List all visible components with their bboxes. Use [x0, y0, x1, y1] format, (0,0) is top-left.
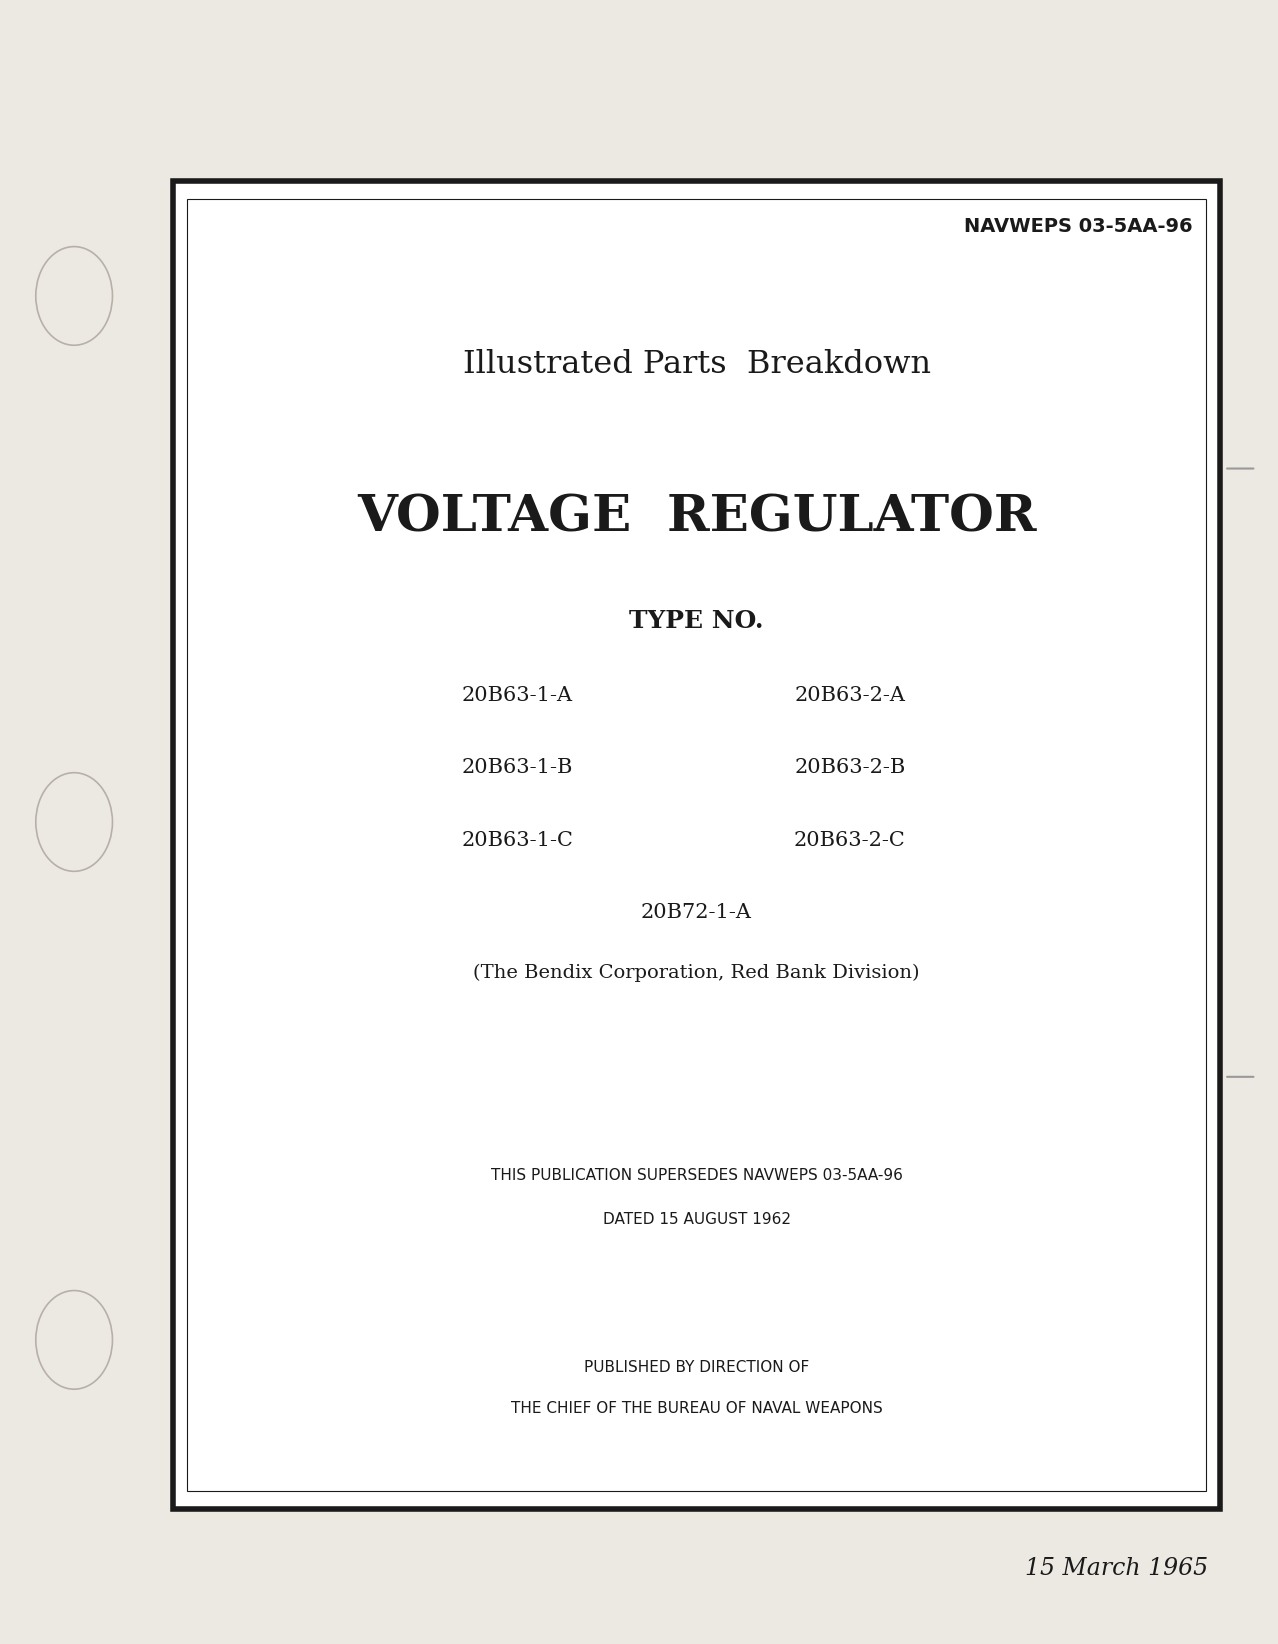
Circle shape [36, 247, 112, 345]
Text: NAVWEPS 03-5AA-96: NAVWEPS 03-5AA-96 [964, 217, 1192, 237]
Text: TYPE NO.: TYPE NO. [629, 610, 764, 633]
Text: THE CHIEF OF THE BUREAU OF NAVAL WEAPONS: THE CHIEF OF THE BUREAU OF NAVAL WEAPONS [511, 1401, 882, 1417]
Text: PUBLISHED BY DIRECTION OF: PUBLISHED BY DIRECTION OF [584, 1360, 809, 1376]
Text: 20B63-2-C: 20B63-2-C [794, 830, 906, 850]
Text: 20B72-1-A: 20B72-1-A [642, 903, 751, 922]
Text: 20B63-2-B: 20B63-2-B [794, 758, 906, 778]
Text: 20B63-2-A: 20B63-2-A [795, 686, 905, 705]
Text: VOLTAGE  REGULATOR: VOLTAGE REGULATOR [357, 493, 1036, 543]
Circle shape [36, 773, 112, 871]
Text: DATED 15 AUGUST 1962: DATED 15 AUGUST 1962 [602, 1212, 791, 1228]
Text: THIS PUBLICATION SUPERSEDES NAVWEPS 03-5AA-96: THIS PUBLICATION SUPERSEDES NAVWEPS 03-5… [491, 1167, 902, 1184]
Text: 15 March 1965: 15 March 1965 [1025, 1557, 1208, 1580]
Text: 20B63-1-A: 20B63-1-A [463, 686, 573, 705]
Text: 20B63-1-B: 20B63-1-B [461, 758, 574, 778]
Text: Illustrated Parts  Breakdown: Illustrated Parts Breakdown [463, 350, 930, 380]
Text: (The Bendix Corporation, Red Bank Division): (The Bendix Corporation, Red Bank Divisi… [473, 963, 920, 983]
Bar [187, 199, 1206, 1491]
Text: 20B63-1-C: 20B63-1-C [461, 830, 574, 850]
Bar [173, 181, 1220, 1509]
Circle shape [36, 1291, 112, 1389]
